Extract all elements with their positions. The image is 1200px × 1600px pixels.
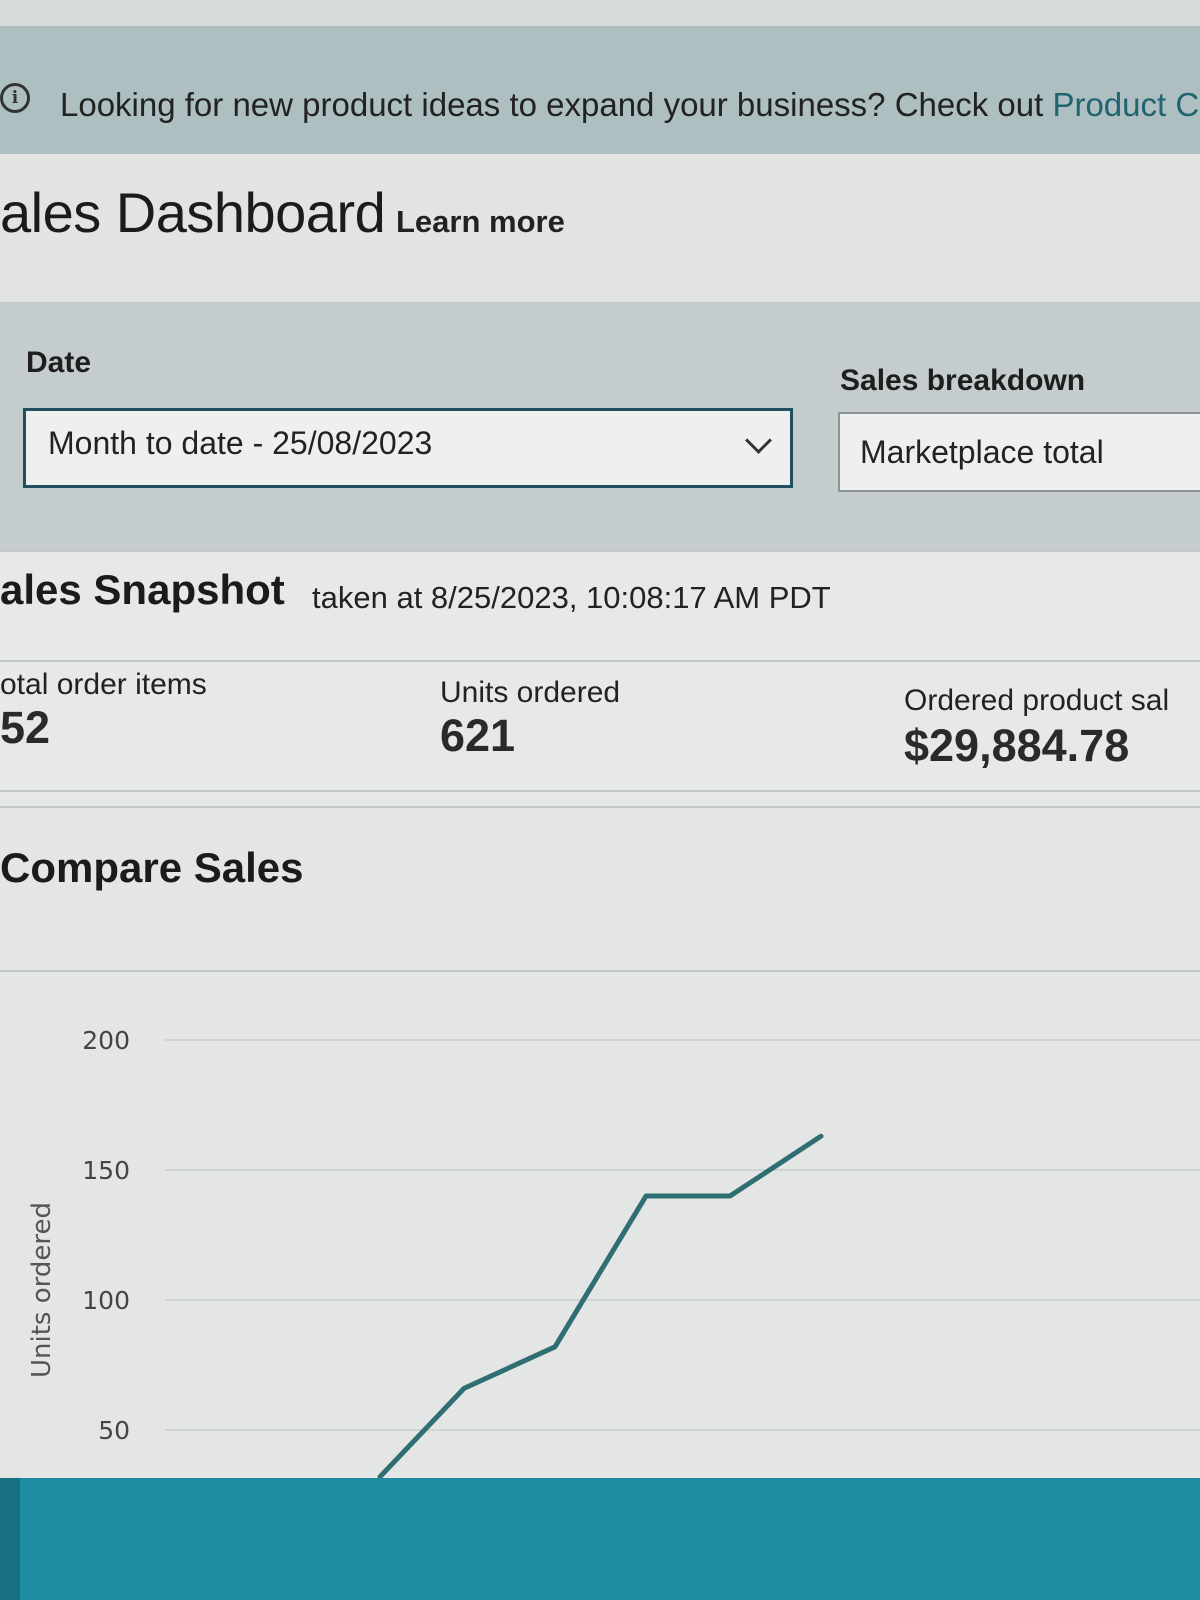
bottom-bar (0, 1478, 1200, 1600)
sales-breakdown-select[interactable]: Marketplace total (838, 412, 1200, 492)
divider (0, 970, 1200, 972)
bottom-bar-edge (0, 1478, 20, 1600)
banner-text: Looking for new product ideas to expand … (60, 86, 1200, 123)
divider (0, 790, 1200, 792)
snapshot-timestamp: taken at 8/25/2023, 10:08:17 AM PDT (312, 580, 831, 615)
chevron-down-icon (745, 427, 772, 454)
banner-link[interactable]: Product C (1052, 86, 1200, 123)
snapshot-area (0, 550, 1200, 800)
top-strip (0, 0, 1200, 26)
y-tick-label: 200 (82, 1026, 130, 1055)
date-select[interactable]: Month to date - 25/08/2023 (23, 408, 793, 488)
metric-value-units-ordered: 621 (440, 710, 516, 761)
metric-value-ordered-product-sales: $29,884.78 (904, 720, 1130, 771)
metric-label-units-ordered: Units ordered (440, 676, 621, 709)
units-ordered-chart: 50 100 150 200 Units ordered (27, 1026, 1200, 1480)
header-area (0, 154, 1200, 302)
sales-breakdown-value: Marketplace total (860, 434, 1104, 470)
info-banner: i Looking for new product ideas to expan… (0, 26, 1200, 154)
metric-value-total-order-items: 52 (0, 702, 51, 753)
info-icon: i (0, 83, 30, 113)
y-tick-label: 150 (82, 1156, 130, 1185)
divider (0, 806, 1200, 808)
y-tick-label: 50 (98, 1416, 130, 1445)
date-select-value: Month to date - 25/08/2023 (48, 425, 433, 461)
compare-sales-title: Compare Sales (0, 844, 304, 891)
metric-label-ordered-product-sales: Ordered product sal (904, 684, 1170, 717)
sales-breakdown-label: Sales breakdown (840, 364, 1086, 397)
series-line (377, 1133, 824, 1480)
divider (0, 550, 1200, 552)
metric-label-total-order-items: otal order items (0, 668, 207, 701)
y-tick-label: 100 (82, 1286, 130, 1315)
learn-more-link[interactable]: Learn more (396, 204, 565, 239)
page-title: ales Dashboard (0, 181, 386, 244)
y-axis-label: Units ordered (27, 1202, 57, 1378)
divider (0, 660, 1200, 662)
date-label: Date (26, 346, 92, 379)
snapshot-title: ales Snapshot (0, 566, 285, 613)
